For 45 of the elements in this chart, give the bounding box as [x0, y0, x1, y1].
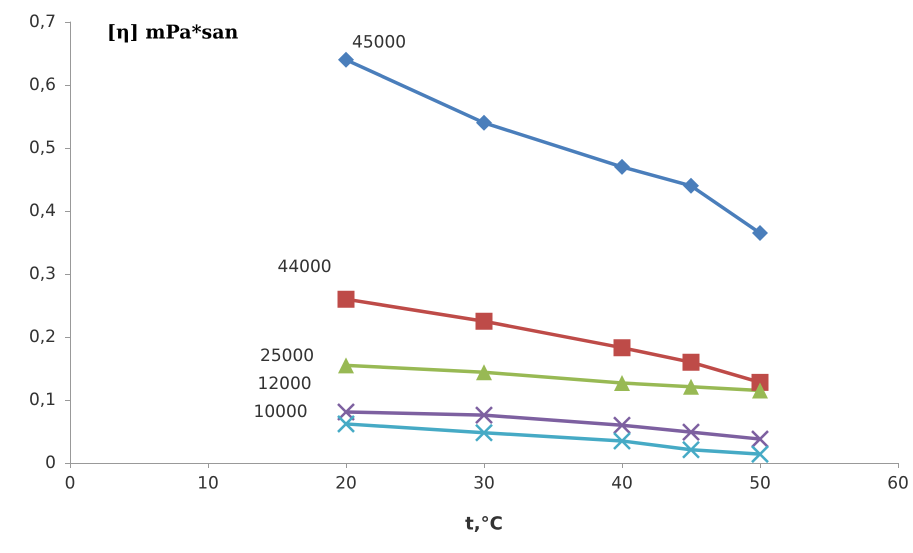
x-tick-label: 0: [64, 474, 76, 494]
point: [683, 178, 699, 194]
point: [750, 444, 770, 464]
x-tick-label: 60: [887, 474, 909, 494]
series-label: 12000: [258, 374, 312, 394]
y-axis-title: [η] mPa*san: [107, 22, 239, 44]
point: [476, 312, 492, 330]
point: [614, 339, 630, 356]
y-tick-label: 0,7: [28, 12, 56, 32]
point: [338, 357, 354, 374]
point: [752, 382, 768, 399]
point: [682, 422, 700, 442]
point: [752, 225, 768, 242]
point: [338, 290, 354, 308]
series-label: 25000: [260, 346, 314, 366]
y-tick-label: 0: [45, 453, 56, 473]
series-label: 44000: [278, 257, 332, 278]
x-tick-label: 40: [611, 474, 633, 494]
point: [338, 52, 354, 68]
point: [682, 354, 700, 371]
point: [474, 424, 494, 442]
x-axis-title: t,°C: [465, 514, 503, 534]
series-label: 45000: [352, 32, 406, 52]
y-tick-label: 0,5: [28, 138, 56, 158]
point: [476, 364, 492, 380]
point: [476, 114, 492, 131]
point: [614, 158, 630, 175]
point: [474, 406, 494, 424]
point: [612, 416, 632, 434]
point: [336, 414, 356, 434]
x-tick-label: 30: [473, 474, 495, 494]
y-tick-label: 0,3: [28, 264, 56, 284]
y-tick-label: 0,4: [28, 201, 56, 221]
point: [750, 430, 770, 448]
point: [612, 432, 632, 450]
y-tick-label: 0,2: [28, 327, 56, 347]
x-tick-label: 10: [197, 474, 219, 494]
point: [683, 378, 699, 395]
y-tick-label: 0,1: [28, 390, 56, 410]
x-tick-label: 50: [749, 474, 771, 494]
series-label: 10000: [254, 402, 308, 422]
y-tick-label: 0,6: [28, 75, 56, 95]
x-tick-label: 20: [335, 474, 357, 494]
point: [614, 374, 630, 391]
point: [682, 440, 700, 460]
